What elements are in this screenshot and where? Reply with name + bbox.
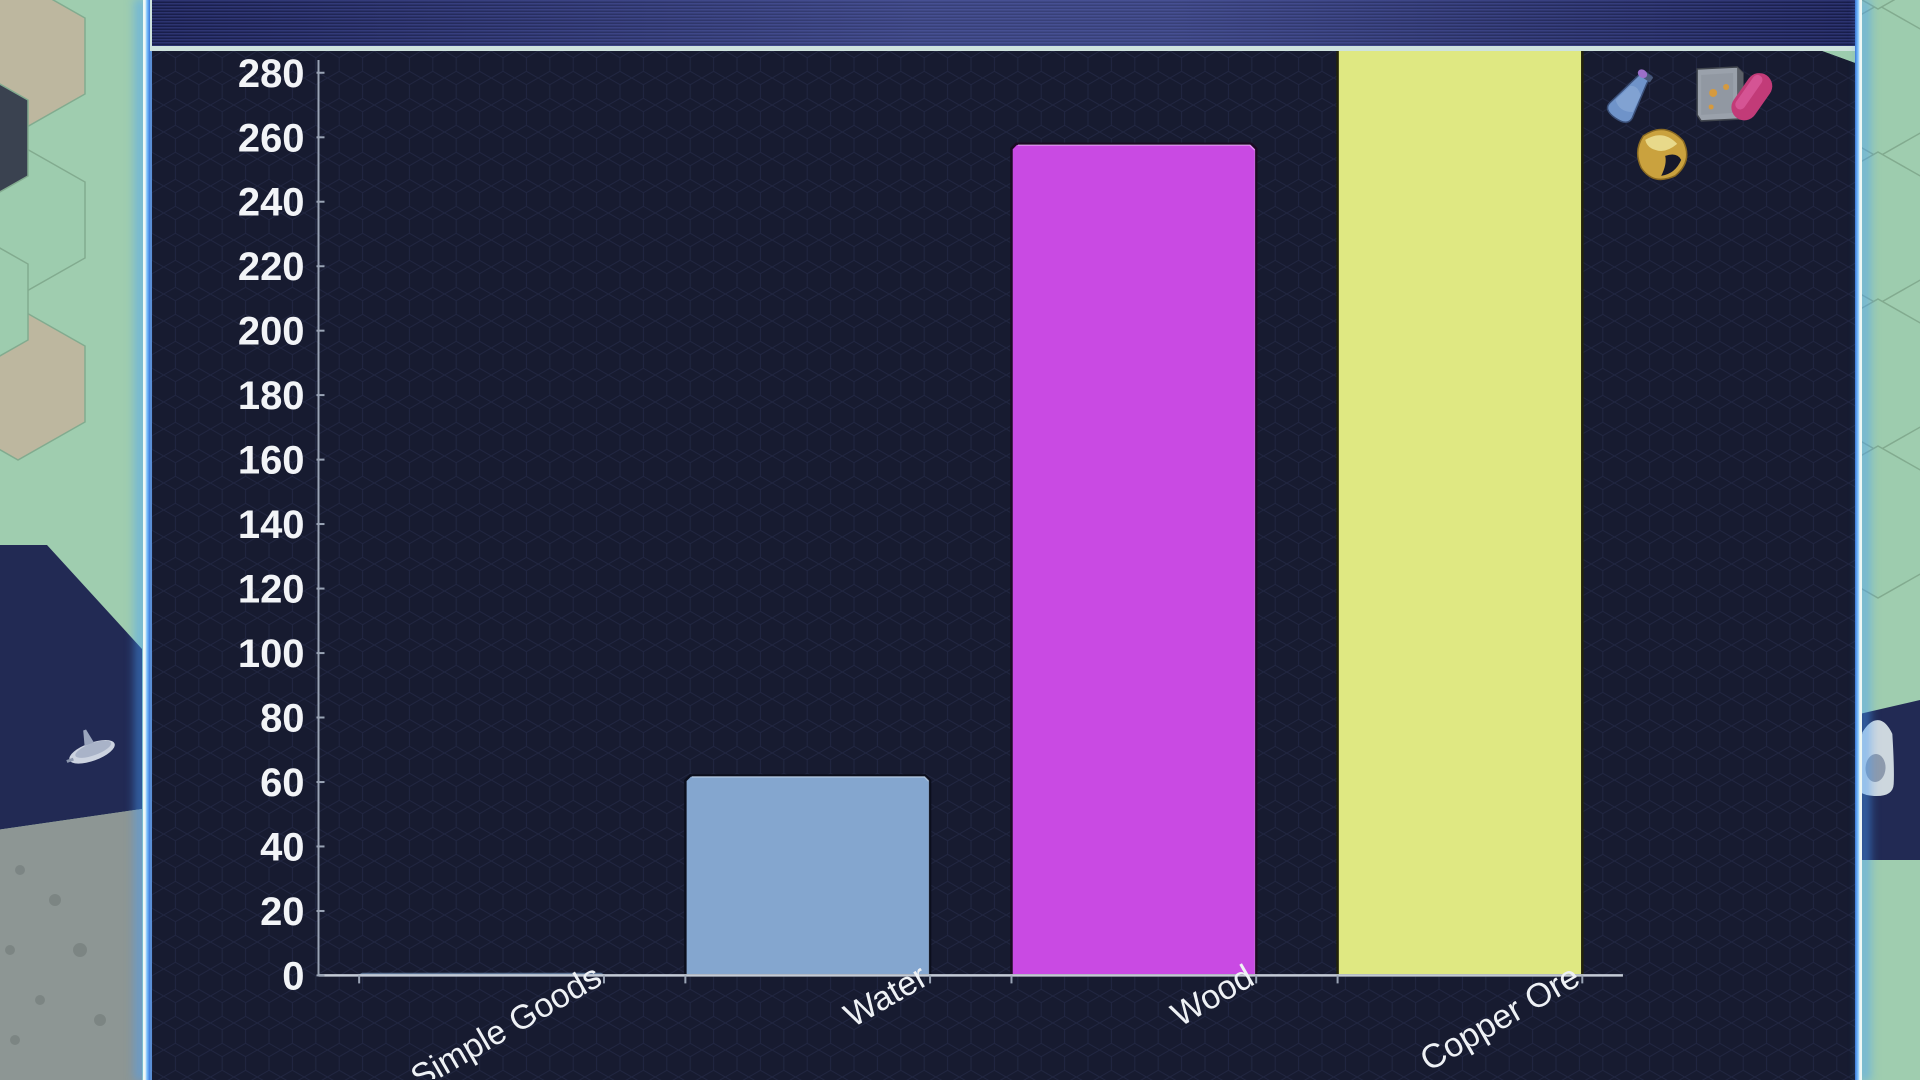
svg-text:40: 40: [260, 825, 304, 869]
svg-text:120: 120: [238, 568, 305, 612]
svg-text:280: 280: [238, 52, 305, 96]
svg-text:80: 80: [260, 696, 304, 740]
svg-text:160: 160: [238, 439, 305, 483]
svg-text:200: 200: [238, 310, 305, 354]
svg-text:140: 140: [238, 503, 305, 547]
svg-text:260: 260: [238, 116, 305, 160]
svg-text:180: 180: [238, 374, 305, 418]
svg-text:20: 20: [260, 890, 304, 934]
svg-text:240: 240: [238, 181, 305, 225]
svg-text:220: 220: [238, 245, 305, 289]
svg-text:100: 100: [238, 632, 305, 676]
svg-text:60: 60: [260, 761, 304, 805]
svg-text:0: 0: [282, 954, 304, 998]
